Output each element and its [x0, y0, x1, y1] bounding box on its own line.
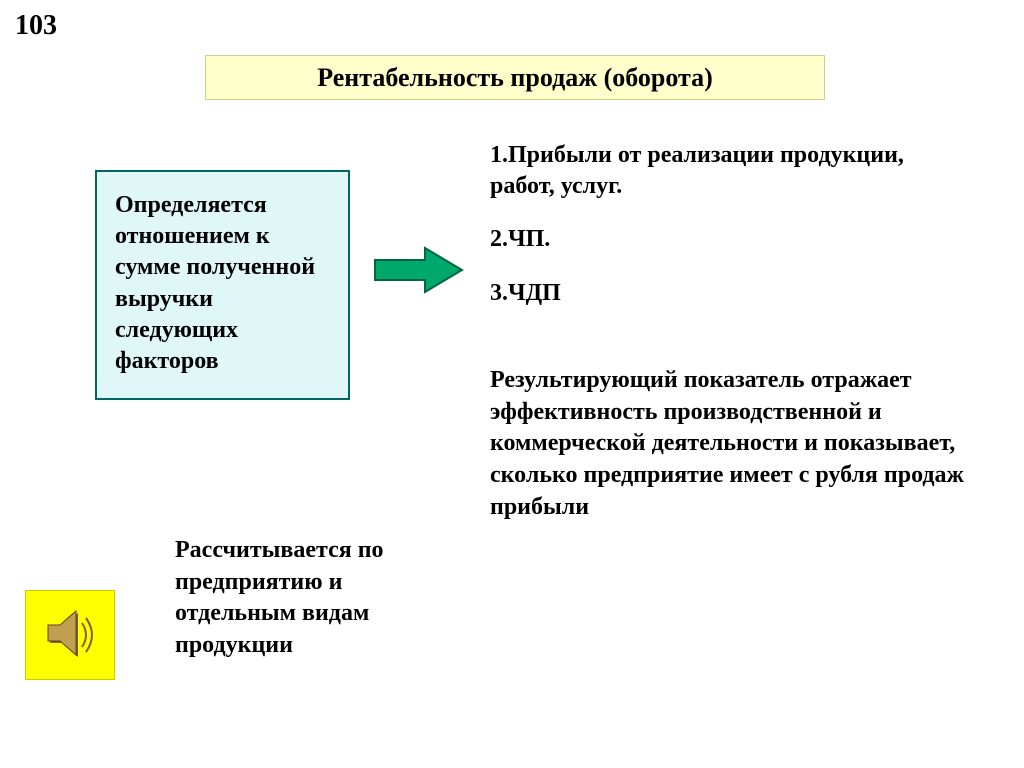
title-box: Рентабельность продаж (оборота)	[205, 55, 825, 100]
page-number: 103	[15, 10, 57, 42]
list-item: 1.Прибыли от реализации продукции, работ…	[490, 140, 970, 202]
factors-list: 1.Прибыли от реализации продукции, работ…	[490, 140, 970, 331]
list-item: 2.ЧП.	[490, 224, 970, 255]
definition-text: Определяется отношением к сумме полученн…	[115, 192, 315, 374]
summary-text: Результирующий показатель отражает эффек…	[490, 365, 980, 523]
title-text: Рентабельность продаж (оборота)	[317, 63, 713, 93]
definition-box: Определяется отношением к сумме полученн…	[95, 170, 350, 400]
speaker-icon	[40, 605, 100, 665]
calculation-note: Рассчитывается по предприятию и отдельны…	[175, 535, 455, 662]
arrow-right	[370, 245, 465, 295]
list-item: 3.ЧДП	[490, 278, 970, 309]
speaker-button[interactable]	[25, 590, 115, 680]
arrow-icon	[375, 248, 462, 292]
